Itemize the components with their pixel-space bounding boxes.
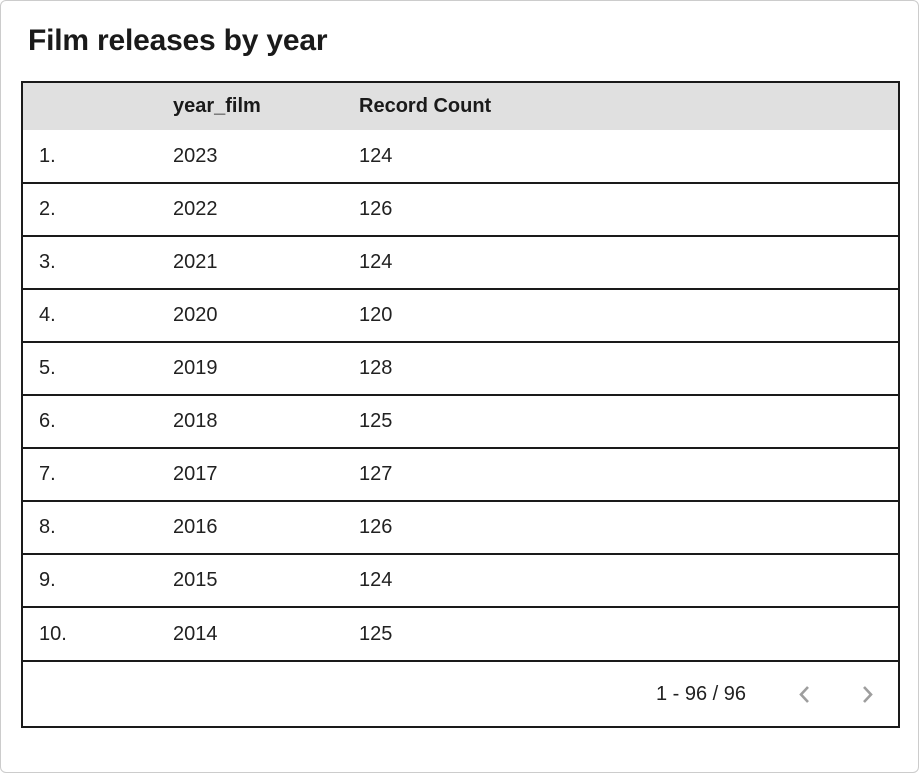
header-year-film[interactable]: year_film: [157, 83, 343, 130]
year-film-cell: 2022: [157, 183, 343, 236]
chevron-left-icon: [799, 685, 809, 703]
row-number-cell: 8.: [23, 501, 157, 554]
data-table: year_film Record Count 1. 2023 124 2. 2022 12…: [21, 81, 900, 728]
table-row: 10. 2014 125: [23, 607, 898, 660]
record-count-cell: 128: [343, 342, 898, 395]
header-row-number: [23, 83, 157, 130]
year-film-cell: 2020: [157, 289, 343, 342]
table-body: 1. 2023 124 2. 2022 126 3. 2021 124 4. 2020 120 5. 20…: [23, 130, 898, 660]
table-row: 9. 2015 124: [23, 554, 898, 607]
table-row: 8. 2016 126: [23, 501, 898, 554]
record-count-cell: 127: [343, 448, 898, 501]
year-film-cell: 2019: [157, 342, 343, 395]
row-number-cell: 2.: [23, 183, 157, 236]
year-film-cell: 2018: [157, 395, 343, 448]
pagination-range: 1 - 96 / 96: [655, 682, 746, 705]
previous-page-button[interactable]: [783, 672, 827, 716]
record-count-cell: 126: [343, 183, 898, 236]
widget-title: Film releases by year: [28, 24, 328, 57]
year-film-cell: 2016: [157, 501, 343, 554]
record-count-cell: 120: [343, 289, 898, 342]
year-film-cell: 2023: [157, 130, 343, 183]
row-number-cell: 5.: [23, 342, 157, 395]
chevron-right-icon: [863, 685, 873, 703]
table-header-row: year_film Record Count: [23, 83, 898, 130]
record-count-cell: 124: [343, 130, 898, 183]
table-row: 2. 2022 126: [23, 183, 898, 236]
record-count-cell: 125: [343, 395, 898, 448]
record-count-cell: 126: [343, 501, 898, 554]
year-film-cell: 2017: [157, 448, 343, 501]
header-record-count[interactable]: Record Count: [343, 83, 898, 130]
record-count-cell: 124: [343, 236, 898, 289]
table-row: 3. 2021 124: [23, 236, 898, 289]
year-film-cell: 2014: [157, 607, 343, 660]
row-number-cell: 9.: [23, 554, 157, 607]
table-row: 6. 2018 125: [23, 395, 898, 448]
table-row: 7. 2017 127: [23, 448, 898, 501]
next-page-button[interactable]: [845, 672, 889, 716]
row-number-cell: 6.: [23, 395, 157, 448]
pagination-bar: 1 - 96 / 96: [23, 660, 898, 726]
table-header: year_film Record Count: [23, 83, 898, 130]
table-row: 5. 2019 128: [23, 342, 898, 395]
table-row: 1. 2023 124: [23, 130, 898, 183]
record-count-cell: 124: [343, 554, 898, 607]
row-number-cell: 4.: [23, 289, 157, 342]
year-film-cell: 2021: [157, 236, 343, 289]
table-row: 4. 2020 120: [23, 289, 898, 342]
year-film-cell: 2015: [157, 554, 343, 607]
records-table: year_film Record Count 1. 2023 124 2. 2022 12…: [23, 83, 898, 660]
record-count-cell: 125: [343, 607, 898, 660]
row-number-cell: 3.: [23, 236, 157, 289]
row-number-cell: 7.: [23, 448, 157, 501]
row-number-cell: 10.: [23, 607, 157, 660]
row-number-cell: 1.: [23, 130, 157, 183]
